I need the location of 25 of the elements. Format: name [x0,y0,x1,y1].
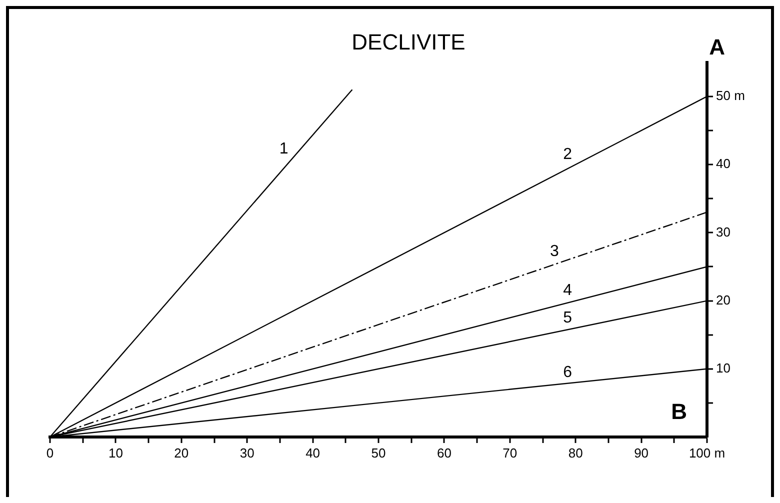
series-label: 4 [563,282,572,300]
series-label: 3 [550,243,560,260]
x-tick-label: 100 m [688,445,726,460]
x-tick-label: 10 [108,445,123,460]
x-tick-label: 70 [502,445,518,460]
x-tick-label: 90 [634,445,649,460]
chart-title: DECLIVITE [352,29,466,54]
series-label: 1 [279,140,288,158]
series-label: 2 [563,146,572,163]
series-label: 5 [563,309,572,326]
x-tick-label: 20 [174,445,189,460]
y-tick-label: 30 [716,224,730,240]
y-tick-label: 40 [716,156,730,172]
x-tick-label: 0 [46,445,54,460]
y-tick-label: 50 m [716,88,745,104]
x-tick-label: 50 [371,445,386,460]
x-tick-label: 30 [240,445,254,460]
x-tick-label: 40 [306,445,320,460]
series-label: 6 [563,364,572,381]
annotation: B [671,399,687,424]
y-tick-label: 20 [716,292,730,308]
x-tick-label: 60 [436,445,452,460]
x-tick-label: 80 [568,445,583,460]
text: A [709,34,726,60]
y-tick-label: 10 [716,360,730,376]
